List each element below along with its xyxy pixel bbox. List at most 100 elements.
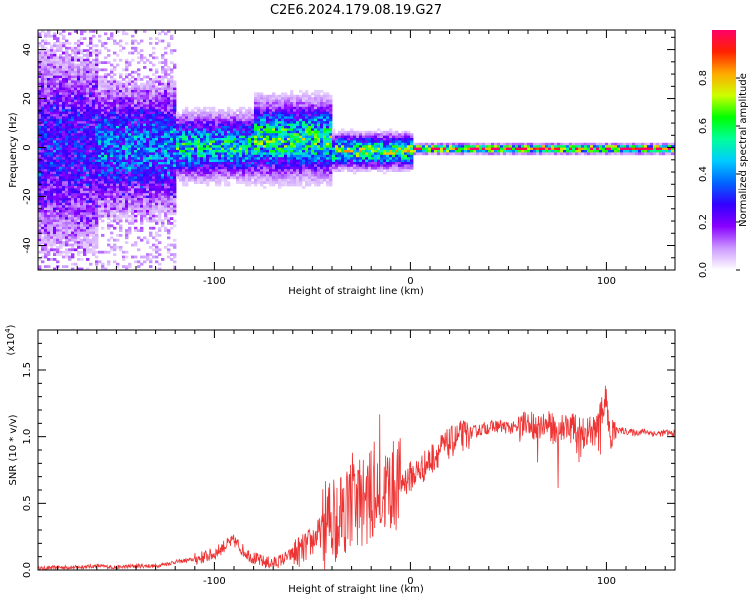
heatmap-cell: [296, 94, 300, 98]
heatmap-cell: [131, 152, 135, 156]
heatmap-cell: [167, 123, 171, 127]
heatmap-cell: [83, 188, 87, 192]
heatmap-cell: [56, 152, 60, 156]
heatmap-cell: [59, 159, 63, 163]
heatmap-cell: [59, 99, 63, 103]
heatmap-cell: [77, 241, 81, 244]
heatmap-cell: [149, 200, 153, 204]
heatmap-cell: [71, 102, 75, 105]
heatmap-cell: [38, 111, 42, 115]
heatmap-cell: [92, 109, 96, 112]
heatmap-cell: [107, 217, 111, 220]
heatmap-cell: [296, 162, 300, 165]
heatmap-cell: [56, 176, 60, 180]
heatmap-cell: [164, 145, 168, 148]
heatmap-cell: [296, 152, 300, 156]
heatmap-cell: [248, 135, 252, 139]
heatmap-cell: [146, 102, 150, 105]
heatmap-cell: [41, 118, 45, 122]
heatmap-cell: [77, 234, 81, 237]
heatmap-cell: [158, 164, 162, 168]
heatmap-cell: [128, 193, 132, 196]
heatmap-cell: [149, 118, 153, 122]
heatmap-cell: [50, 224, 54, 228]
heatmap-cell: [173, 82, 177, 86]
heatmap-cell: [98, 183, 102, 187]
heatmap-cell: [239, 126, 243, 129]
heatmap-cell: [74, 56, 78, 60]
heatmap-cell: [137, 188, 141, 192]
heatmap-cell: [143, 109, 147, 112]
heatmap-cell: [281, 147, 285, 151]
heatmap-cell: [278, 104, 282, 108]
heatmap-cell: [200, 118, 204, 122]
heatmap-cell: [179, 118, 183, 122]
heatmap-cell: [113, 114, 117, 117]
heatmap-cell: [233, 174, 237, 177]
heatmap-cell: [155, 106, 159, 110]
heatmap-cell: [41, 219, 45, 223]
heatmap-cell: [59, 75, 63, 79]
heatmap-cell: [191, 145, 195, 148]
heatmap-cell: [59, 123, 63, 127]
heatmap-cell: [131, 210, 135, 213]
heatmap-cell: [80, 68, 84, 72]
heatmap-cell: [140, 162, 144, 165]
heatmap-cell: [44, 202, 48, 206]
heatmap-cell: [50, 121, 54, 124]
heatmap-cell: [80, 164, 84, 168]
heatmap-cell: [281, 176, 285, 180]
heatmap-cell: [38, 243, 42, 247]
heatmap-cell: [122, 104, 126, 108]
heatmap-cell: [236, 176, 240, 180]
heatmap-cell: [143, 207, 147, 211]
heatmap-cell: [173, 150, 177, 153]
heatmap-cell: [41, 157, 45, 160]
heatmap-cell: [278, 183, 282, 187]
heatmap-cell: [104, 32, 108, 36]
heatmap-cell: [98, 171, 102, 175]
heatmap-cell: [227, 116, 231, 120]
heatmap-cell: [188, 147, 192, 151]
heatmap-cell: [257, 178, 261, 182]
heatmap-cell: [71, 46, 75, 50]
heatmap-cell: [182, 118, 186, 122]
heatmap-cell: [197, 114, 201, 117]
heatmap-cell: [200, 111, 204, 115]
heatmap-cell: [89, 183, 93, 187]
heatmap-cell: [215, 183, 219, 187]
heatmap-cell: [95, 255, 99, 259]
heatmap-cell: [134, 219, 138, 223]
heatmap-cell: [104, 195, 108, 199]
heatmap-cell: [137, 166, 141, 170]
heatmap-cell: [98, 145, 102, 148]
heatmap-cell: [68, 102, 72, 105]
heatmap-cell: [146, 82, 150, 86]
heatmap-cell: [113, 150, 117, 153]
heatmap-cell: [143, 123, 147, 127]
heatmap-cell: [188, 114, 192, 117]
heatmap-cell: [260, 118, 264, 122]
heatmap-cell: [44, 34, 48, 38]
heatmap-cell: [128, 171, 132, 175]
heatmap-cell: [293, 174, 297, 177]
heatmap-cell: [281, 178, 285, 182]
heatmap-cell: [293, 169, 297, 172]
heatmap-cell: [44, 229, 48, 232]
heatmap-cell: [128, 178, 132, 182]
heatmap-cell: [68, 258, 72, 261]
heatmap-cell: [65, 39, 69, 43]
heatmap-cell: [71, 190, 75, 194]
heatmap-cell: [218, 109, 222, 112]
heatmap-cell: [149, 130, 153, 134]
heatmap-cell: [281, 109, 285, 112]
heatmap-cell: [56, 202, 60, 206]
heatmap-cell: [80, 169, 84, 172]
heatmap-cell: [158, 99, 162, 103]
heatmap-cell: [185, 157, 189, 160]
heatmap-cell: [95, 116, 99, 120]
heatmap-cell: [125, 140, 129, 144]
heatmap-cell: [65, 198, 69, 201]
heatmap-cell: [191, 152, 195, 156]
